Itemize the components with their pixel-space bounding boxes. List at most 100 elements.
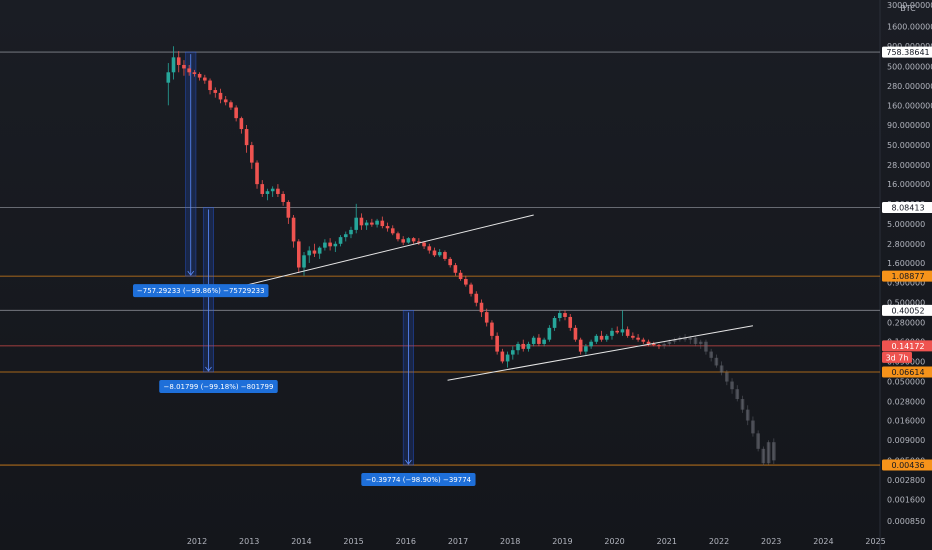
candle-body[interactable] <box>333 243 338 247</box>
candle-body[interactable] <box>557 313 562 319</box>
candle-body[interactable] <box>589 341 593 347</box>
candle-body[interactable] <box>354 217 359 230</box>
projection-candle-body[interactable] <box>735 389 740 400</box>
projection-candle-body[interactable] <box>745 409 750 421</box>
candle-body[interactable] <box>604 335 609 340</box>
candle-body[interactable] <box>276 188 280 194</box>
candle-body[interactable] <box>563 313 567 317</box>
projection-candle-body[interactable] <box>714 357 719 366</box>
candle-body[interactable] <box>657 345 661 347</box>
projection-candle-body[interactable] <box>667 341 672 344</box>
candle-body[interactable] <box>641 339 646 342</box>
candle-body[interactable] <box>176 57 181 65</box>
candle-body[interactable] <box>547 327 552 340</box>
candle-body[interactable] <box>250 145 254 163</box>
candle-body[interactable] <box>255 162 259 185</box>
candle-body[interactable] <box>281 193 285 202</box>
projection-candle-body[interactable] <box>725 372 729 382</box>
candle-body[interactable] <box>474 293 479 303</box>
candle-body[interactable] <box>244 129 249 146</box>
candle-body[interactable] <box>187 68 191 73</box>
candle-body[interactable] <box>270 188 275 192</box>
candle-body[interactable] <box>610 330 614 336</box>
candle-body[interactable] <box>573 327 578 340</box>
candle-body[interactable] <box>396 233 400 240</box>
candle-body[interactable] <box>223 99 228 103</box>
candle-body[interactable] <box>359 217 364 226</box>
candle-body[interactable] <box>469 284 473 294</box>
candle-body[interactable] <box>411 238 416 242</box>
candle-body[interactable] <box>328 242 332 247</box>
candle-body[interactable] <box>505 354 510 362</box>
candle-body[interactable] <box>594 335 599 342</box>
candle-body[interactable] <box>578 339 583 352</box>
candle-body[interactable] <box>286 201 291 218</box>
projection-candle-body[interactable] <box>751 420 755 434</box>
candle-body[interactable] <box>218 92 223 100</box>
candle-body[interactable] <box>479 302 484 313</box>
trendline[interactable] <box>230 214 534 290</box>
candle-body[interactable] <box>302 255 306 268</box>
candle-body[interactable] <box>385 226 390 229</box>
candle-body[interactable] <box>464 279 468 285</box>
candle-body[interactable] <box>291 217 296 242</box>
projection-candle-body[interactable] <box>688 337 693 340</box>
candle-body[interactable] <box>338 237 343 244</box>
projection-candle-body[interactable] <box>772 442 776 461</box>
candle-body[interactable] <box>171 57 176 73</box>
projection-candle-body[interactable] <box>730 381 734 390</box>
candle-body[interactable] <box>521 343 526 349</box>
candle-body[interactable] <box>542 339 546 344</box>
candle-body[interactable] <box>568 316 573 328</box>
candle-body[interactable] <box>208 80 212 91</box>
candle-body[interactable] <box>646 341 651 344</box>
projection-candle-body[interactable] <box>704 341 708 352</box>
candle-body[interactable] <box>458 272 463 280</box>
candle-body[interactable] <box>417 241 421 243</box>
candle-body[interactable] <box>526 343 531 349</box>
candle-body[interactable] <box>448 258 452 266</box>
candle-body[interactable] <box>651 343 656 346</box>
candle-body[interactable] <box>307 250 312 256</box>
projection-candle-body[interactable] <box>756 433 760 449</box>
candle-body[interactable] <box>364 222 369 226</box>
candle-body[interactable] <box>265 191 270 194</box>
candle-body[interactable] <box>453 265 458 273</box>
candle-body[interactable] <box>406 238 411 243</box>
candle-body[interactable] <box>500 351 505 362</box>
candle-body[interactable] <box>213 90 218 93</box>
candle-body[interactable] <box>312 250 317 254</box>
candle-body[interactable] <box>343 234 348 238</box>
candle-body[interactable] <box>182 64 186 69</box>
candle-body[interactable] <box>401 239 405 243</box>
candle-body[interactable] <box>443 252 447 259</box>
candle-body[interactable] <box>239 118 244 130</box>
projection-candle-body[interactable] <box>740 399 745 410</box>
candle-body[interactable] <box>197 73 202 78</box>
candle-body[interactable] <box>437 252 442 256</box>
candle-body[interactable] <box>323 242 327 248</box>
candle-body[interactable] <box>615 330 620 333</box>
projection-candle-body[interactable] <box>662 343 666 346</box>
candle-body[interactable] <box>422 242 426 247</box>
candle-body[interactable] <box>531 337 536 344</box>
candle-body[interactable] <box>432 250 437 256</box>
candle-body[interactable] <box>296 241 301 268</box>
price-axis[interactable]: BTC 3000.0000001600.000000900.000000500.… <box>887 1 932 526</box>
candle-body[interactable] <box>317 247 322 254</box>
candle-body[interactable] <box>166 72 171 83</box>
candle-body[interactable] <box>599 335 604 340</box>
candle-body[interactable] <box>375 220 379 225</box>
candle-body[interactable] <box>625 329 630 336</box>
candle-body[interactable] <box>349 229 353 235</box>
candle-body[interactable] <box>260 184 265 194</box>
candle-body[interactable] <box>552 318 557 328</box>
candle-body[interactable] <box>484 312 489 323</box>
time-axis[interactable]: 2012 2013 2014 2015 2016 2017 2018 2019 2020 2021… <box>187 537 886 546</box>
candle-body[interactable] <box>427 246 432 251</box>
candle-body[interactable] <box>390 228 395 234</box>
candle-body[interactable] <box>229 102 233 108</box>
candle-body[interactable] <box>631 335 635 338</box>
candle-body[interactable] <box>234 107 238 119</box>
